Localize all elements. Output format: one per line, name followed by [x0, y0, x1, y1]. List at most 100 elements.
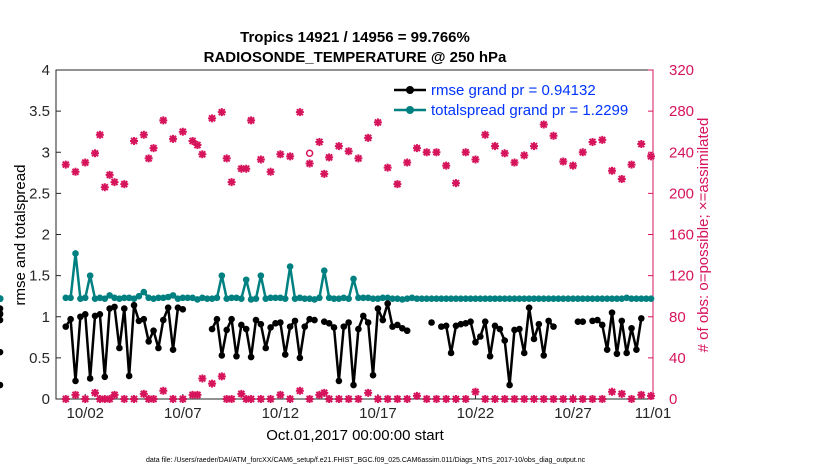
- totalspread-point: [301, 295, 309, 302]
- y2-tick-label: 240: [669, 144, 694, 161]
- y2-tick-label: 280: [669, 103, 694, 120]
- obs-possible-assimilated-point: [647, 152, 656, 161]
- rmse-point: [579, 318, 587, 325]
- obs-low-count-point: [354, 395, 363, 403]
- totalspread-point: [91, 295, 99, 302]
- totalspread-point: [433, 295, 440, 302]
- obs-possible-assimilated-point: [71, 167, 80, 176]
- obs-possible-point: [305, 149, 314, 158]
- obs-low-count-point: [266, 395, 275, 403]
- totalspread-point: [272, 294, 279, 302]
- x-axis-ticks: 10/02 10/07 10/12 10/17 10/22 10/27 11/01: [66, 394, 671, 422]
- totalspread-point: [589, 295, 596, 302]
- obs-possible-assimilated-point: [403, 158, 412, 167]
- totalspread-point: [86, 272, 94, 279]
- obs-low-count-point: [608, 387, 617, 396]
- totalspread-point: [530, 295, 538, 302]
- rmse-point: [486, 352, 494, 360]
- x-tick-label: 11/01: [635, 405, 671, 422]
- totalspread-point: [223, 295, 231, 302]
- obs-possible-assimilated-point: [159, 116, 168, 125]
- obs-possible-assimilated-point: [320, 169, 329, 178]
- rmse-point: [0, 316, 4, 324]
- rmse-point: [242, 325, 250, 333]
- obs-low-count-point: [344, 395, 353, 403]
- totalspread-point: [379, 294, 387, 302]
- totalspread-point: [218, 272, 226, 279]
- totalspread-point: [77, 295, 84, 302]
- totalspread-point: [145, 294, 152, 302]
- totalspread-point: [291, 295, 299, 302]
- obs-possible-assimilated-point: [198, 150, 207, 159]
- obs-low-count-point: [617, 389, 626, 398]
- totalspread-point: [160, 294, 167, 302]
- obs-low-count-point: [95, 395, 104, 403]
- rmse-point: [96, 310, 104, 318]
- totalspread-point: [555, 295, 562, 302]
- y2-tick-label: 200: [669, 185, 694, 202]
- obs-possible-assimilated-point: [91, 149, 100, 158]
- totalspread-point: [398, 296, 406, 303]
- obs-possible-assimilated-point: [451, 179, 460, 188]
- obs-low-count-point: [529, 395, 538, 403]
- totalspread-point: [155, 294, 162, 302]
- rmse-point: [628, 324, 635, 332]
- rmse-point: [77, 313, 84, 321]
- rmse-point: [364, 319, 372, 326]
- obs-possible-assimilated-point: [61, 160, 70, 169]
- totalspread-point: [179, 294, 187, 302]
- obs-possible-assimilated-point: [500, 149, 509, 158]
- legend: rmse grand pr = 0.94132 totalspread gran…: [394, 82, 628, 119]
- obs-possible-assimilated-point: [334, 142, 343, 151]
- rmse-point: [608, 309, 616, 316]
- plot-area: [55, 69, 654, 400]
- legend-spread-text: totalspread grand pr = 1.2299: [431, 102, 628, 119]
- obs-possible-assimilated-point: [373, 118, 382, 127]
- totalspread-point: [442, 295, 450, 302]
- obs-low-count-point: [559, 395, 568, 403]
- rmse-point: [130, 301, 138, 309]
- obs-possible-assimilated-point: [549, 131, 558, 140]
- obs-possible-assimilated-point: [222, 154, 231, 163]
- obs-possible-assimilated-point: [276, 150, 285, 159]
- rmse-point: [618, 317, 626, 325]
- obs-low-count-point: [422, 395, 431, 403]
- totalspread-point: [369, 295, 377, 302]
- totalspread-point: [423, 295, 430, 302]
- obs-low-count-point: [373, 395, 382, 403]
- obs-low-count-point: [315, 390, 324, 399]
- obs-low-count-point: [105, 395, 114, 403]
- totalspread-point: [140, 288, 148, 296]
- totalspread-point: [550, 295, 557, 302]
- totalspread-point: [428, 295, 435, 302]
- obs-low-count-point: [412, 391, 421, 400]
- obs-low-count-point: [242, 395, 251, 403]
- rmse-point: [325, 320, 333, 327]
- rmse-point: [496, 325, 504, 333]
- obs-possible-assimilated-point: [149, 144, 158, 153]
- y2-tick-label: 0: [669, 391, 677, 408]
- rmse-point: [257, 320, 265, 328]
- obs-possible-assimilated-point: [237, 164, 246, 173]
- obs-possible-assimilated-point: [266, 167, 275, 176]
- rmse-point: [516, 325, 523, 333]
- obs-low-count-point: [578, 395, 587, 403]
- x-tick-label: 10/22: [457, 405, 495, 422]
- obs-possible-assimilated-point: [461, 148, 470, 157]
- totalspread-point: [598, 295, 606, 302]
- rmse-point: [301, 323, 309, 330]
- totalspread-point: [389, 295, 396, 302]
- rmse-point: [296, 354, 304, 362]
- totalspread-point: [384, 294, 391, 302]
- obs-low-count-point: [100, 395, 109, 403]
- totalspread-point: [130, 295, 138, 302]
- y-tick-label: 3.5: [29, 103, 50, 120]
- rmse-point: [438, 323, 445, 330]
- obs-low-count-point: [432, 395, 441, 403]
- rmse-point: [613, 350, 621, 358]
- obs-low-count-point: [569, 395, 578, 403]
- rmse-point: [120, 305, 128, 312]
- obs-low-count-point: [627, 395, 636, 403]
- totalspread-point: [355, 294, 362, 302]
- totalspread-point: [525, 295, 533, 302]
